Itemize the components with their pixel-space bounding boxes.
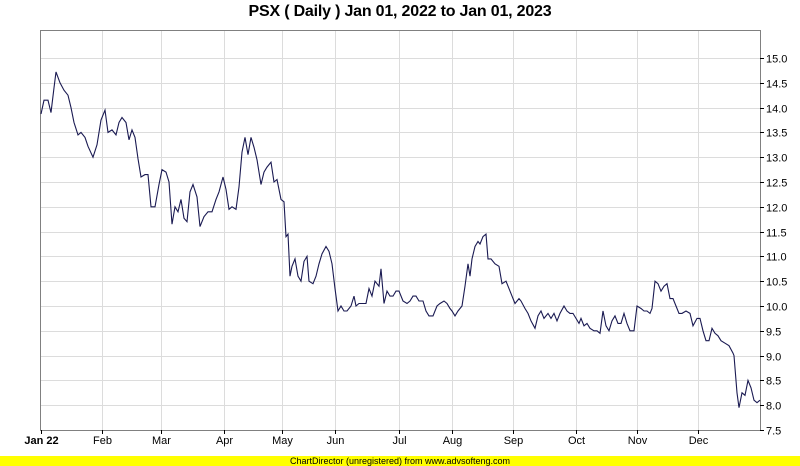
x-tick-label: Mar	[152, 435, 171, 447]
y-tick-label: 11.0	[766, 252, 787, 264]
x-tick-label: Nov	[628, 435, 648, 447]
x-tick-label: May	[272, 435, 293, 447]
x-tick-label: Jun	[327, 435, 345, 447]
gridlines	[40, 30, 760, 431]
y-tick-label: 11.5	[766, 228, 787, 240]
x-axis: Jan 22 Feb Mar Apr May Jun Jul Aug Sep Oct Nov Dec	[24, 430, 709, 447]
y-tick-label: 14.5	[766, 79, 787, 91]
x-tick-label: Oct	[568, 435, 585, 447]
x-tick-label: Sep	[504, 435, 524, 447]
y-tick-label: 14.0	[766, 104, 787, 116]
x-tick-label: Jul	[392, 435, 406, 447]
price-line	[40, 71, 761, 408]
chart-title: PSX ( Daily ) Jan 01, 2022 to Jan 01, 20…	[248, 3, 552, 20]
plot-frame	[40, 30, 761, 431]
y-tick-label: 12.5	[766, 178, 787, 190]
x-tick-label: Feb	[93, 435, 112, 447]
y-tick-label: 10.0	[766, 302, 787, 314]
y-tick-label: 10.5	[766, 277, 787, 289]
y-tick-label: 8.0	[766, 401, 781, 413]
x-tick-label: Jan 22	[24, 435, 58, 447]
watermark-footer: ChartDirector (unregistered) from www.ad…	[0, 456, 800, 466]
y-tick-label: 13.0	[766, 153, 787, 165]
y-tick-label: 15.0	[766, 54, 787, 66]
y-tick-label: 7.5	[766, 426, 781, 438]
y-tick-label: 9.5	[766, 327, 781, 339]
y-tick-label: 9.0	[766, 352, 781, 364]
y-tick-label: 12.0	[766, 203, 787, 215]
x-tick-label: Apr	[216, 435, 233, 447]
y-tick-label: 8.5	[766, 376, 781, 388]
y-axis: 7.5 8.0 8.5 9.0 9.5 10.0 10.5 11.0 11.5 12.0 12.5 1…	[760, 54, 787, 438]
x-tick-label: Aug	[443, 435, 463, 447]
y-tick-label: 13.5	[766, 128, 787, 140]
x-tick-label: Dec	[689, 435, 709, 447]
